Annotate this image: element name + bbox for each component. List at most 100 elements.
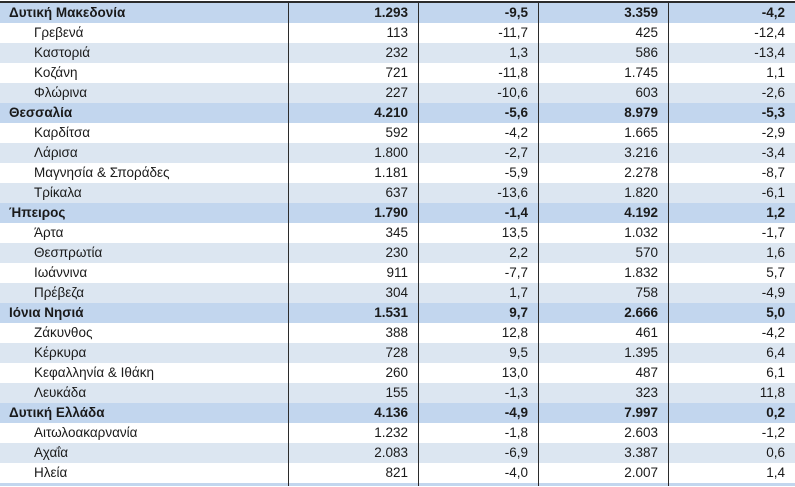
table-row: Τρίκαλα 637 -13,6 1.820 -6,1 [0, 183, 795, 203]
table-row: Ηλεία 821 -4,0 2.007 1,4 [0, 463, 795, 483]
value-cell-4: 0,6 [668, 443, 795, 463]
value-cell-2: 9,5 [418, 343, 538, 363]
value-cell-3: 1.820 [538, 183, 668, 203]
value-cell-4: 6,4 [668, 343, 795, 363]
value-cell-3: 1.745 [538, 63, 668, 83]
value-cell-2: -4,9 [418, 403, 538, 423]
row-label: Ζάκυνθος [34, 325, 93, 341]
value-cell-2: -13,6 [418, 183, 538, 203]
value-cell-2: 2,2 [418, 243, 538, 263]
value-cell-3: 3.216 [538, 143, 668, 163]
row-label: Ιόνια Νησιά [9, 305, 84, 321]
value-cell-1: 345 [288, 223, 418, 243]
value-cell-2: -5,9 [418, 163, 538, 183]
value-cell-1: 728 [288, 343, 418, 363]
value-cell-1: 113 [288, 23, 418, 43]
value-cell-1 [288, 483, 418, 486]
table-row: Άρτα 345 13,5 1.032 -1,7 [0, 223, 795, 243]
value-cell-4: -4,9 [668, 283, 795, 303]
table-row: Δυτική Ελλάδα 4.136 -4,9 7.997 0,2 [0, 403, 795, 423]
value-cell-2: -11,7 [418, 23, 538, 43]
value-cell-1: 155 [288, 383, 418, 403]
value-cell-4: -13,4 [668, 43, 795, 63]
value-cell-4: -1,2 [668, 423, 795, 443]
table-row: Λευκάδα 155 -1,3 323 11,8 [0, 383, 795, 403]
value-cell-3: 8.979 [538, 103, 668, 123]
value-cell-1: 1.790 [288, 203, 418, 223]
table-row: Μαγνησία & Σποράδες 1.181 -5,9 2.278 -8,… [0, 163, 795, 183]
row-label: Κέρκυρα [34, 345, 87, 361]
value-cell-3: 323 [538, 383, 668, 403]
value-cell-3: 425 [538, 23, 668, 43]
table-row: Πρέβεζα 304 1,7 758 -4,9 [0, 283, 795, 303]
value-cell-3 [538, 483, 668, 486]
value-cell-4: 5,0 [668, 303, 795, 323]
table-row: Αχαΐα 2.083 -6,9 3.387 0,6 [0, 443, 795, 463]
value-cell-1: 2.083 [288, 443, 418, 463]
row-label [0, 483, 288, 486]
value-cell-1: 911 [288, 263, 418, 283]
row-label: Θεσπρωτία [34, 245, 103, 261]
table-row: Κέρκυρα 728 9,5 1.395 6,4 [0, 343, 795, 363]
value-cell-2: -6,9 [418, 443, 538, 463]
value-cell-2: -1,4 [418, 203, 538, 223]
value-cell-1: 1.232 [288, 423, 418, 443]
row-label: Γρεβενά [34, 25, 84, 41]
value-cell-4: -2,9 [668, 123, 795, 143]
value-cell-1: 230 [288, 243, 418, 263]
value-cell-4: -5,3 [668, 103, 795, 123]
value-cell-2: -1,3 [418, 383, 538, 403]
value-cell-4: 1,4 [668, 463, 795, 483]
value-cell-2: -5,6 [418, 103, 538, 123]
value-cell-3: 1.665 [538, 123, 668, 143]
row-label: Άρτα [34, 225, 64, 241]
value-cell-1: 637 [288, 183, 418, 203]
value-cell-3: 1.032 [538, 223, 668, 243]
value-cell-2 [418, 483, 538, 486]
value-cell-4: -6,1 [668, 183, 795, 203]
value-cell-2: -4,2 [418, 123, 538, 143]
table-row: Φλώρινα 227 -10,6 603 -2,6 [0, 83, 795, 103]
value-cell-3: 1.395 [538, 343, 668, 363]
value-cell-2: -2,7 [418, 143, 538, 163]
value-cell-2: 1,7 [418, 283, 538, 303]
table-row: Ιόνια Νησιά 1.531 9,7 2.666 5,0 [0, 303, 795, 323]
value-cell-1: 821 [288, 463, 418, 483]
value-cell-1: 1.293 [288, 3, 418, 23]
value-cell-4: -3,4 [668, 143, 795, 163]
row-label: Ηλεία [34, 465, 68, 481]
value-cell-4: -4,2 [668, 3, 795, 23]
row-label: Τρίκαλα [34, 185, 82, 201]
row-label: Καστοριά [34, 45, 91, 61]
value-cell-4: 5,7 [668, 263, 795, 283]
value-cell-1: 388 [288, 323, 418, 343]
row-label: Καρδίτσα [34, 125, 91, 141]
value-cell-3: 461 [538, 323, 668, 343]
row-label: Πρέβεζα [34, 285, 85, 301]
value-cell-2: 13,5 [418, 223, 538, 243]
row-label: Αχαΐα [34, 445, 69, 461]
row-label: Φλώρινα [34, 85, 88, 101]
value-cell-4: -12,4 [668, 23, 795, 43]
value-cell-1: 260 [288, 363, 418, 383]
table-row-partial [0, 483, 795, 486]
value-cell-2: -4,0 [418, 463, 538, 483]
table-row: Δυτική Μακεδονία 1.293 -9,5 3.359 -4,2 [0, 3, 795, 23]
value-cell-2: 9,7 [418, 303, 538, 323]
value-cell-3: 2.603 [538, 423, 668, 443]
value-cell-1: 721 [288, 63, 418, 83]
value-cell-4: 11,8 [668, 383, 795, 403]
value-cell-3: 2.278 [538, 163, 668, 183]
table-row: Ήπειρος 1.790 -1,4 4.192 1,2 [0, 203, 795, 223]
value-cell-3: 487 [538, 363, 668, 383]
row-label: Ιωάννινα [34, 265, 88, 281]
value-cell-2: 13,0 [418, 363, 538, 383]
value-cell-1: 4.210 [288, 103, 418, 123]
value-cell-4: -2,6 [668, 83, 795, 103]
row-label: Δυτική Ελλάδα [9, 405, 105, 421]
value-cell-2: 1,3 [418, 43, 538, 63]
value-cell-1: 1.531 [288, 303, 418, 323]
value-cell-1: 227 [288, 83, 418, 103]
